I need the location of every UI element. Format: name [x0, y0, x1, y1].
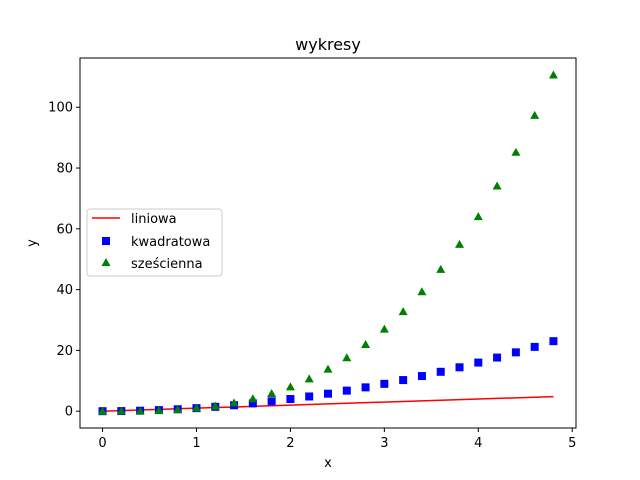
series-1-point	[267, 397, 276, 406]
x-tick-label: 3	[380, 436, 388, 451]
series-2-point	[511, 147, 521, 156]
series-1-point	[380, 379, 389, 388]
series-2-point	[116, 406, 126, 415]
series-1-point	[361, 383, 370, 392]
y-tick-label: 60	[56, 222, 73, 237]
series-2-point	[530, 110, 540, 119]
series-2-point	[548, 70, 558, 79]
series-2-point	[417, 287, 427, 296]
series-1-point	[474, 358, 483, 367]
series-2-point	[361, 339, 371, 348]
x-tick-label: 5	[568, 436, 576, 451]
series-2-point	[398, 307, 408, 316]
legend-label-liniowa: liniowa	[131, 212, 177, 227]
series-2-point	[492, 181, 502, 190]
series-1-point	[493, 353, 502, 362]
series-2-point	[191, 403, 201, 412]
series-2-point	[248, 394, 258, 403]
series-2-point	[135, 406, 145, 415]
plot-frame	[79, 57, 577, 429]
plot-marks	[98, 70, 558, 416]
series-1-point	[324, 389, 332, 398]
y-axis: 0 20 40 60 80 100	[48, 101, 80, 420]
legend-box	[86, 208, 223, 277]
series-1-point	[342, 386, 351, 395]
series-1-point	[248, 399, 257, 408]
x-tick-label: 1	[192, 436, 200, 451]
series-2-point	[285, 382, 295, 391]
series-2-point	[455, 239, 465, 248]
series-2-point	[154, 406, 164, 415]
x-tick-label: 2	[286, 436, 294, 451]
series-1-point	[305, 392, 314, 401]
series-2-point	[173, 405, 183, 414]
series-1-point	[455, 363, 464, 372]
y-tick-label: 100	[48, 101, 73, 116]
series-1-point	[286, 395, 295, 404]
y-tick-label: 80	[56, 162, 73, 177]
x-tick-label: 0	[98, 436, 106, 451]
series-2-point	[229, 398, 239, 407]
series-2-point	[98, 406, 108, 415]
legend-swatch-kwadratowa	[102, 237, 110, 245]
series-2-point	[304, 374, 314, 383]
x-axis-label: x	[324, 456, 332, 471]
legend-swatch-szescienna	[101, 258, 111, 266]
series-2-point	[342, 353, 352, 362]
series-2-point	[323, 364, 333, 373]
series-1-point	[511, 348, 520, 357]
x-tick-label: 4	[474, 436, 482, 451]
y-tick-label: 0	[65, 405, 73, 420]
series-2-point	[436, 264, 446, 273]
y-axis-label: y	[25, 239, 40, 247]
chart-title: wykresy	[295, 35, 361, 54]
legend-label-kwadratowa: kwadratowa	[131, 235, 210, 250]
series-1-point	[436, 367, 445, 376]
series-0-line	[102, 395, 554, 412]
series-1-point	[530, 342, 539, 351]
legend-label-szescienna: sześcienna	[131, 257, 203, 272]
x-axis: 0 1 2 3 4 5	[98, 428, 576, 451]
series-2-point	[379, 324, 389, 333]
series-2-point	[210, 401, 220, 410]
y-tick-label: 20	[56, 344, 73, 359]
series-1-point	[417, 372, 426, 381]
series-2-point	[473, 212, 483, 221]
series-1-point	[399, 376, 408, 385]
series-1-point	[549, 337, 558, 346]
series-2-point	[267, 388, 277, 397]
y-tick-label: 40	[56, 283, 73, 298]
legend: liniowa kwadratowa sześcienna	[86, 208, 223, 277]
